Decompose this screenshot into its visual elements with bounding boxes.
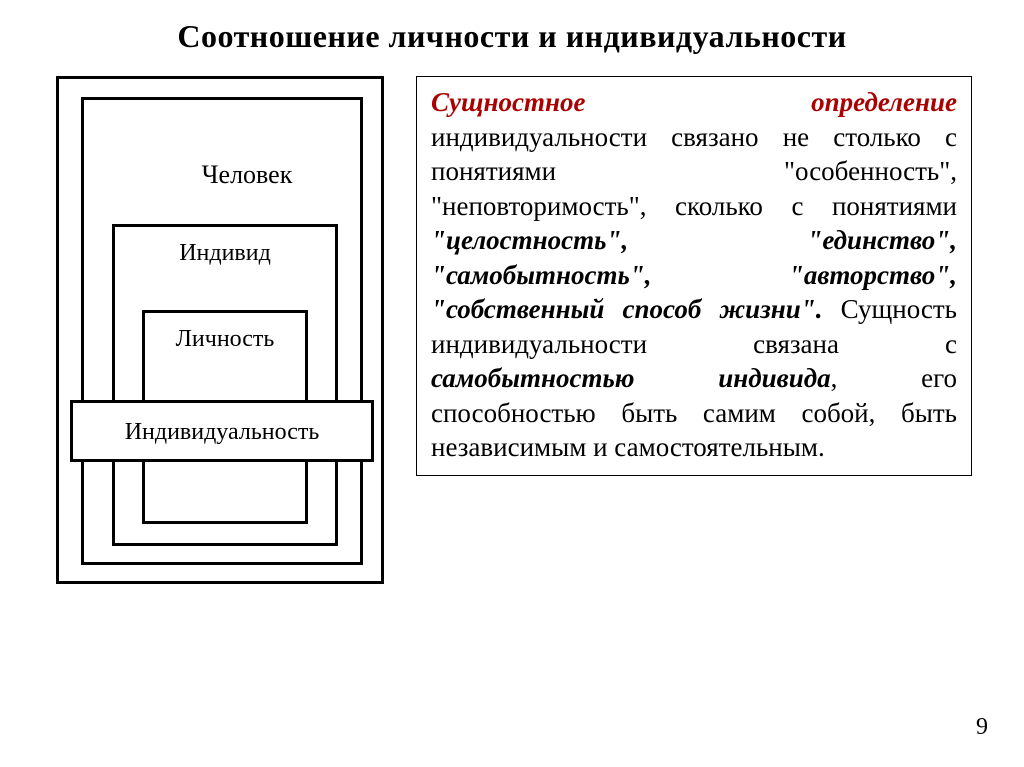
slide: Соотношение личности и индивидуальности … bbox=[0, 0, 1024, 767]
lead-phrase: Сущностное определение bbox=[431, 87, 957, 117]
label-personality: Личность bbox=[142, 326, 308, 353]
definition-text: Сущностное определение индивидуальности … bbox=[416, 76, 972, 476]
box-human: Человек Индивид Личность Индивидуальност… bbox=[81, 97, 363, 565]
page-number: 9 bbox=[976, 714, 988, 741]
diagram-frame: Человек Индивид Личность Индивидуальност… bbox=[56, 76, 384, 584]
label-human: Человек bbox=[106, 160, 388, 190]
label-individuality: Индивидуальность bbox=[73, 419, 371, 446]
slide-title: Соотношение личности и индивидуальности bbox=[0, 18, 1024, 55]
label-individ: Индивид bbox=[112, 240, 338, 267]
samobytnost: самобытностью индивида bbox=[431, 363, 831, 393]
body-1: индивидуальности связано не столько с по… bbox=[431, 122, 957, 221]
box-individuality-strip: Индивидуальность bbox=[70, 400, 374, 462]
